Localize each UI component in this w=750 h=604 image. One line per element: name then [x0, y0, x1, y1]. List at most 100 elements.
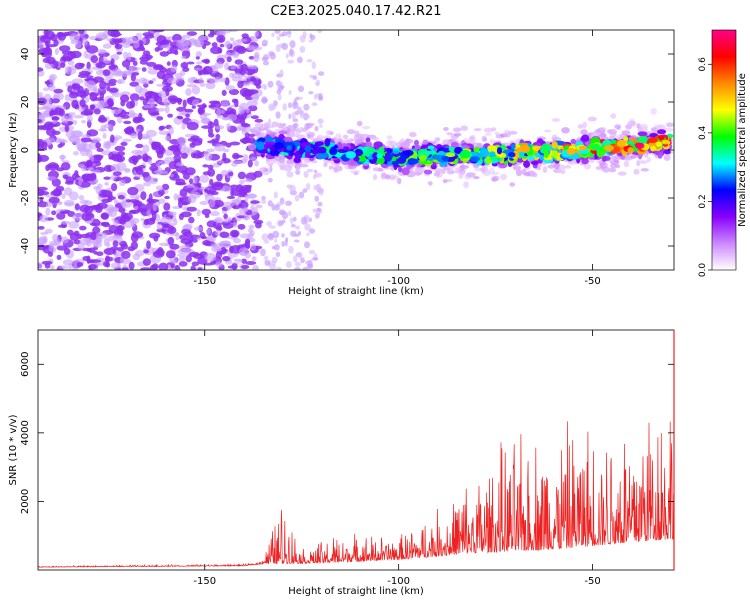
noise-cell: [129, 93, 140, 102]
noise-cell: [219, 240, 231, 245]
noise-cell: [44, 137, 56, 144]
noise-cell: [73, 151, 79, 156]
noise-cell: [96, 232, 108, 239]
noise-cell: [121, 37, 131, 41]
noise-cell: [152, 30, 165, 33]
noise-cell: [229, 141, 241, 146]
spur-cell: [300, 216, 307, 225]
noise-cell: [64, 94, 70, 102]
noise-cell: [183, 223, 193, 230]
spur-cell: [269, 165, 273, 173]
snr-panel: -150 -100 -50 2000 4000 6000 Height of straigh…: [8, 329, 675, 597]
noise-cell: [216, 173, 223, 182]
noise-cell: [238, 259, 243, 263]
ridge-cell: [398, 166, 403, 173]
noise-cell: [91, 169, 101, 174]
noise-cell: [44, 62, 54, 70]
spur-cell: [297, 85, 305, 93]
ridge-cell: [543, 149, 549, 159]
noise-cell: [53, 94, 60, 100]
noise-cell: [217, 222, 222, 230]
ridge-cell: [666, 133, 674, 139]
ridge-cell: [311, 149, 319, 155]
ridge-cell: [259, 167, 269, 173]
noise-cell: [89, 231, 98, 241]
noise-cell: [239, 179, 245, 185]
noise-cell: [255, 204, 263, 209]
figure-title: C2E3.2025.040.17.42.R21: [270, 4, 441, 19]
noise-cell: [79, 204, 90, 213]
noise-cell: [142, 171, 150, 177]
noise-cell: [115, 39, 120, 48]
noise-cell: [194, 38, 205, 48]
ridge-cell: [609, 167, 617, 173]
ridge-cell: [420, 145, 425, 150]
ridge-cell: [601, 155, 607, 162]
spur-cell: [273, 100, 278, 107]
noise-cell: [190, 265, 196, 270]
noise-cell: [223, 148, 230, 153]
noise-cell: [221, 89, 227, 96]
spur-cell: [290, 223, 296, 228]
ridge-cell: [306, 168, 314, 173]
spur-cell: [308, 91, 314, 95]
noise-cell: [130, 241, 138, 250]
noise-cell: [250, 205, 255, 211]
spur-cell: [276, 36, 280, 41]
ridge-cell: [646, 156, 652, 163]
noise-cell: [60, 115, 69, 124]
noise-cell: [104, 182, 109, 186]
noise-cell: [214, 143, 226, 152]
noise-cell: [214, 61, 224, 69]
ridge-cell: [422, 139, 429, 145]
noise-cell: [90, 55, 99, 63]
noise-cell: [68, 112, 76, 116]
ridge-cell: [376, 152, 383, 159]
noise-cell: [71, 83, 79, 90]
ridge-cell: [516, 147, 524, 153]
noise-cell: [216, 34, 226, 43]
noise-cell: [88, 265, 93, 270]
spur-cell: [299, 34, 306, 43]
noise-cell: [150, 264, 158, 270]
spur-cell: [294, 194, 300, 202]
noise-cell: [38, 92, 44, 97]
noise-cell: [181, 122, 186, 130]
noise-cell: [159, 51, 169, 57]
noise-cell: [38, 186, 48, 191]
noise-cell: [148, 137, 153, 146]
colorbar-label: Normalized spectral amplitude: [737, 73, 748, 227]
ridge-cell: [663, 127, 674, 132]
noise-cell: [197, 106, 204, 115]
noise-cell: [174, 72, 183, 79]
noise-cell: [216, 108, 222, 117]
ridge-cell: [588, 159, 595, 163]
spur-cell: [299, 113, 307, 119]
noise-cell: [101, 190, 113, 198]
noise-cell: [199, 232, 206, 239]
ridge-cell: [594, 129, 602, 134]
noise-cell: [105, 255, 110, 263]
spur-cell: [281, 42, 289, 51]
ridge-cell: [314, 141, 324, 147]
noise-cell: [46, 128, 56, 136]
noise-cell: [49, 110, 54, 117]
noise-cell: [178, 111, 188, 116]
spur-cell: [273, 191, 278, 199]
noise-cell: [231, 263, 238, 270]
ridge-cell: [534, 152, 540, 158]
ridge-cell: [419, 154, 427, 162]
noise-cell: [157, 198, 166, 204]
noise-cell: [207, 164, 214, 170]
snr-xtick-label: -150: [193, 576, 216, 587]
spur-cell: [294, 239, 300, 243]
ridge-cell: [627, 120, 637, 127]
noise-cell: [222, 255, 231, 262]
noise-cell: [146, 91, 156, 96]
noise-cell: [142, 258, 151, 266]
spur-cell: [303, 241, 311, 249]
ridge-cell: [314, 172, 322, 178]
noise-cell: [211, 42, 218, 48]
spur-cell: [288, 90, 292, 95]
noise-cell: [139, 96, 145, 101]
